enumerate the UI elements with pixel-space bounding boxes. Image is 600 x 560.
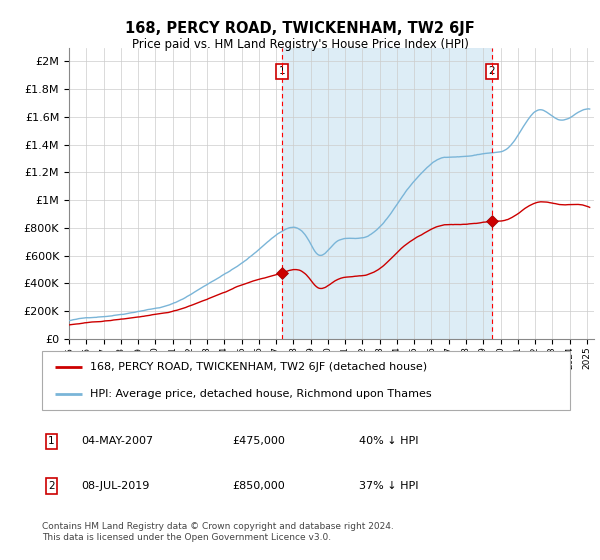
Text: 1: 1: [278, 66, 285, 76]
FancyBboxPatch shape: [42, 351, 570, 410]
Bar: [282, 48, 492, 339]
Text: Contains HM Land Registry data © Crown copyright and database right 2024.: Contains HM Land Registry data © Crown c…: [42, 522, 394, 531]
Text: 08-JUL-2019: 08-JUL-2019: [82, 481, 150, 491]
Text: 2: 2: [48, 481, 55, 491]
Text: HPI: Average price, detached house, Richmond upon Thames: HPI: Average price, detached house, Rich…: [89, 389, 431, 399]
Text: This data is licensed under the Open Government Licence v3.0.: This data is licensed under the Open Gov…: [42, 533, 331, 542]
Text: 37% ↓ HPI: 37% ↓ HPI: [359, 481, 418, 491]
Text: 1: 1: [48, 436, 55, 446]
Text: £475,000: £475,000: [232, 436, 285, 446]
Text: 04-MAY-2007: 04-MAY-2007: [82, 436, 154, 446]
Text: Price paid vs. HM Land Registry's House Price Index (HPI): Price paid vs. HM Land Registry's House …: [131, 38, 469, 50]
Text: 40% ↓ HPI: 40% ↓ HPI: [359, 436, 418, 446]
Text: £850,000: £850,000: [232, 481, 285, 491]
Text: 2: 2: [488, 66, 495, 76]
Text: 168, PERCY ROAD, TWICKENHAM, TW2 6JF (detached house): 168, PERCY ROAD, TWICKENHAM, TW2 6JF (de…: [89, 362, 427, 372]
Text: 168, PERCY ROAD, TWICKENHAM, TW2 6JF: 168, PERCY ROAD, TWICKENHAM, TW2 6JF: [125, 21, 475, 36]
